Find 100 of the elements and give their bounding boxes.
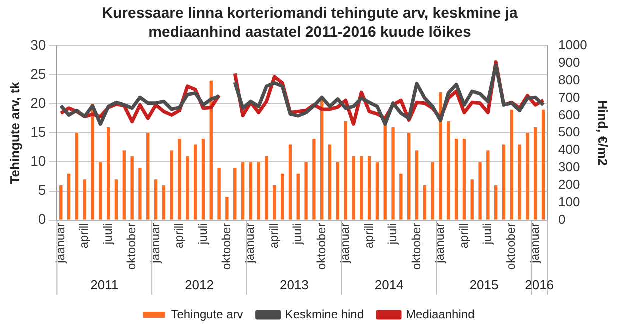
x-tick-label: oktoober (220, 223, 234, 270)
x-tick-label: oktoober (124, 223, 139, 270)
bar (273, 185, 276, 220)
text: 2011 (90, 278, 119, 293)
bar (352, 156, 356, 220)
bar (67, 174, 71, 220)
bar (462, 138, 466, 220)
bar (439, 92, 442, 220)
bar (114, 180, 118, 220)
bar (400, 174, 403, 220)
legend-label: Keskmine hind (285, 307, 364, 322)
bar (194, 144, 198, 220)
bar (226, 197, 229, 220)
bar (186, 156, 190, 220)
bar (202, 138, 206, 220)
y2-axis-title: Hind, €/m2 (596, 100, 611, 166)
text: 2014 (374, 278, 404, 293)
bar (241, 162, 245, 220)
y-tick-label: 20 (30, 94, 46, 111)
bar (91, 104, 94, 220)
text: 2016 (525, 278, 554, 293)
legend-label: Mediaanhind (406, 307, 475, 322)
bar (288, 144, 292, 220)
x-tick-label: aprill (362, 223, 376, 249)
bar (280, 174, 284, 220)
y2-tick-label: 100 (558, 194, 580, 210)
bar (510, 110, 514, 220)
text: 2015 (470, 278, 499, 293)
bar (408, 133, 411, 220)
bar (415, 150, 419, 220)
bar (376, 162, 380, 220)
bar (146, 133, 150, 220)
y2-tick-label: 300 (558, 160, 580, 175)
x-tick-label: juuli (480, 223, 494, 246)
bar (336, 162, 340, 220)
bar (218, 168, 221, 220)
x-tick-label: jaanuar (338, 223, 352, 264)
x-tick-label: oktoober (409, 223, 424, 270)
bar (470, 180, 474, 220)
bar (478, 162, 482, 220)
x-tick-label: aprill (77, 223, 92, 249)
bar (106, 127, 110, 220)
bar (344, 122, 348, 220)
y2-tick-label: 0 (558, 212, 566, 227)
y-tick-label: 25 (30, 66, 46, 82)
x-tick-label: aprill (266, 223, 281, 249)
y2-tick-label: 700 (558, 90, 580, 105)
legend-label: Tehingute arv (171, 307, 244, 322)
x-tick-label: jaanuar (53, 223, 68, 264)
bar (162, 185, 166, 220)
bar (423, 185, 426, 220)
bar (502, 144, 506, 220)
bar (154, 180, 158, 220)
x-tick-label: juuli (100, 223, 115, 246)
x-tick-label: jaanuar (433, 223, 448, 264)
bar (312, 138, 316, 220)
y2-tick-label: 600 (558, 107, 580, 122)
x-tick-label: juuli (290, 223, 305, 246)
bar (60, 185, 63, 220)
bar (304, 162, 308, 220)
x-tick-label: oktoober (504, 223, 518, 270)
y-axis-title: Tehingute arv, tk (7, 81, 22, 184)
x-tick-label: juuli (386, 223, 400, 246)
y-tick-label: 5 (38, 182, 46, 198)
x-tick-label: aprill (456, 223, 471, 249)
y2-tick-label: 900 (558, 55, 580, 70)
y2-tick-label: 400 (558, 142, 580, 158)
y-tick-label: 15 (30, 124, 46, 140)
y2-tick-label: 1000 (558, 38, 588, 53)
y2-tick-label: 200 (558, 177, 580, 192)
bar (526, 133, 530, 220)
bar (234, 168, 237, 220)
bar (138, 168, 142, 220)
bar (534, 127, 538, 220)
x-tick-label: aprill (172, 223, 186, 249)
chart-title: Kuressaare linna korteriomandi tehingute arv, keskmine ja mediaanhind aastatel 2011-2016 kuude lõikes (101, 4, 519, 42)
bar (542, 110, 546, 220)
bar (518, 144, 522, 220)
bar (296, 174, 300, 220)
y-tick-label: 0 (38, 211, 46, 228)
bar (431, 162, 434, 220)
bar (486, 150, 490, 220)
bar (83, 180, 86, 220)
text: 2013 (280, 278, 309, 293)
bar (75, 133, 79, 220)
y2-tick-label: 500 (558, 124, 580, 140)
bar (265, 156, 268, 220)
bar (368, 156, 372, 220)
bar (328, 144, 332, 220)
bar (257, 162, 260, 220)
x-tick-label: jaanuar (243, 223, 258, 264)
bar (178, 138, 182, 220)
x-tick-label: jaanuar (528, 223, 542, 264)
bar (130, 156, 134, 220)
bar (360, 156, 364, 220)
text: 2012 (185, 278, 214, 293)
x-tick-label: jaanuar (148, 223, 162, 264)
x-tick-label: juuli (196, 223, 210, 246)
y2-tick-label: 800 (558, 72, 580, 88)
bar (99, 162, 102, 220)
